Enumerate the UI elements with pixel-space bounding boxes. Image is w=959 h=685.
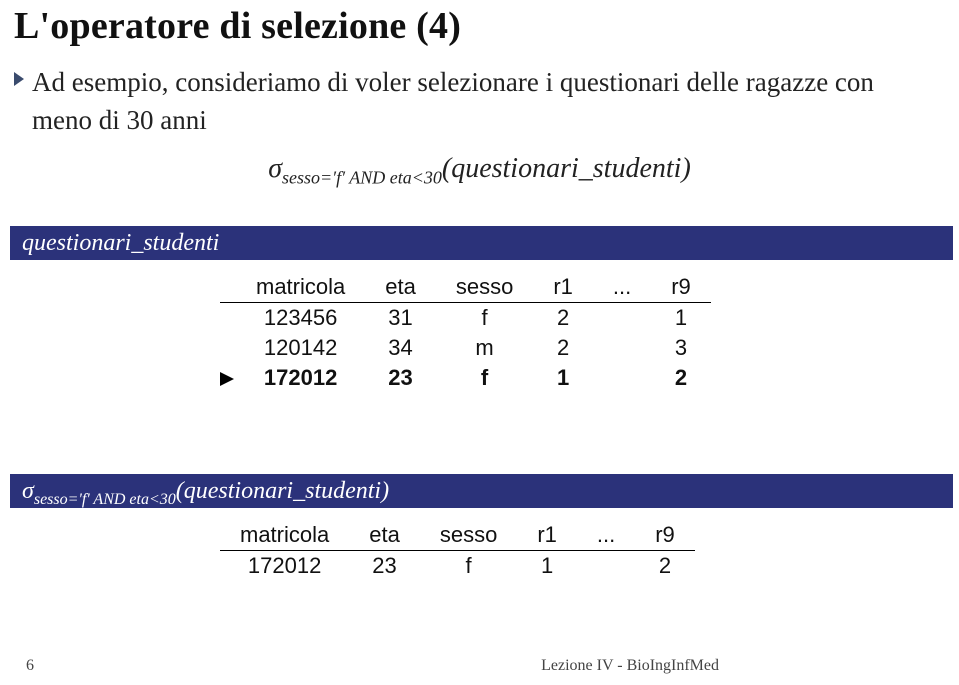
table-1-cell: 120142 <box>236 333 365 363</box>
table-1-cell <box>593 303 651 334</box>
table-2-cell: 23 <box>349 551 420 582</box>
table-1-col-matricola: matricola <box>236 272 365 303</box>
table-2: matricola eta sesso r1 ... r9 172012 23 … <box>220 520 695 581</box>
table-1-cell: 2 <box>651 363 711 393</box>
table-1-header-row: matricola eta sesso r1 ... r9 <box>220 272 711 303</box>
table-1-cell: 34 <box>365 333 436 363</box>
table-1-cell: f <box>436 303 533 334</box>
footer-note: Lezione IV - BioIngInfMed <box>541 657 719 675</box>
bar2-arg: questionari_studenti <box>184 478 381 504</box>
table-1-col-dots: ... <box>593 272 651 303</box>
table-2-cell <box>577 551 635 582</box>
table-1-cell: 123456 <box>236 303 365 334</box>
bar2-close: ) <box>381 478 389 504</box>
table-2-cell: 2 <box>635 551 695 582</box>
row-pointer-icon <box>220 372 234 386</box>
table-1-cell <box>593 363 651 393</box>
formula-argument: questionari_studenti <box>451 153 681 184</box>
table-1-cell: 23 <box>365 363 436 393</box>
table-1-cell <box>593 333 651 363</box>
relation-name-1: questionari_studenti <box>22 230 219 256</box>
formula-open-paren: ( <box>442 153 451 184</box>
table-2-row: 172012 23 f 1 2 <box>220 551 695 582</box>
sigma-subscript: sesso=′f′ AND eta<30 <box>282 168 442 188</box>
relation-name-bar-1: questionari_studenti <box>10 226 953 260</box>
table-1-col-eta: eta <box>365 272 436 303</box>
bullet-row: Ad esempio, consideriamo di voler selezi… <box>14 64 929 140</box>
table-2-col-sesso: sesso <box>420 520 517 551</box>
selection-formula: σsesso=′f′ AND eta<30(questionari_studen… <box>0 153 959 189</box>
table-1-row-selected: 172012 23 f 1 2 <box>220 363 711 393</box>
table-2-col-r9: r9 <box>635 520 695 551</box>
table-1-cell: 3 <box>651 333 711 363</box>
table-2-cell: f <box>420 551 517 582</box>
table-1-cell: 2 <box>533 333 593 363</box>
table-1-cell: 1 <box>533 363 593 393</box>
table-1-cell: 172012 <box>236 363 365 393</box>
table-1-cell: 1 <box>651 303 711 334</box>
table-1-cell: m <box>436 333 533 363</box>
bullet-text: Ad esempio, consideriamo di voler selezi… <box>32 64 929 140</box>
table-2-cell: 172012 <box>220 551 349 582</box>
table-1: matricola eta sesso r1 ... r9 123456 31 … <box>220 272 711 393</box>
formula-close-paren: ) <box>681 153 690 184</box>
relation-name-bar-2: σsesso='f' AND eta<30(questionari_studen… <box>10 474 953 508</box>
table-1-cell: 31 <box>365 303 436 334</box>
table-2-col-eta: eta <box>349 520 420 551</box>
bar2-open: ( <box>176 478 184 504</box>
sigma-symbol: σ <box>268 153 282 184</box>
table-1-cell: 2 <box>533 303 593 334</box>
bar2-subscript: sesso='f' AND eta<30 <box>34 491 176 508</box>
table-1-header-pointer-col <box>220 272 236 303</box>
table-2-header-row: matricola eta sesso r1 ... r9 <box>220 520 695 551</box>
table-2-cell: 1 <box>517 551 577 582</box>
table-1-wrap: matricola eta sesso r1 ... r9 123456 31 … <box>220 272 711 393</box>
table-2-col-dots: ... <box>577 520 635 551</box>
table-1-cell: f <box>436 363 533 393</box>
bullet-arrow-icon <box>14 72 24 86</box>
table-1-pointer-cell <box>220 363 236 393</box>
table-1-row: 123456 31 f 2 1 <box>220 303 711 334</box>
slide-title: L'operatore di selezione (4) <box>14 4 461 48</box>
table-1-pointer-cell <box>220 303 236 334</box>
table-1-col-sesso: sesso <box>436 272 533 303</box>
bar2-sigma: σ <box>22 478 34 504</box>
table-1-pointer-cell <box>220 333 236 363</box>
table-2-col-r1: r1 <box>517 520 577 551</box>
table-1-row: 120142 34 m 2 3 <box>220 333 711 363</box>
table-2-wrap: matricola eta sesso r1 ... r9 172012 23 … <box>220 520 695 581</box>
table-2-col-matricola: matricola <box>220 520 349 551</box>
table-1-col-r9: r9 <box>651 272 711 303</box>
table-1-col-r1: r1 <box>533 272 593 303</box>
page-number: 6 <box>26 657 34 675</box>
